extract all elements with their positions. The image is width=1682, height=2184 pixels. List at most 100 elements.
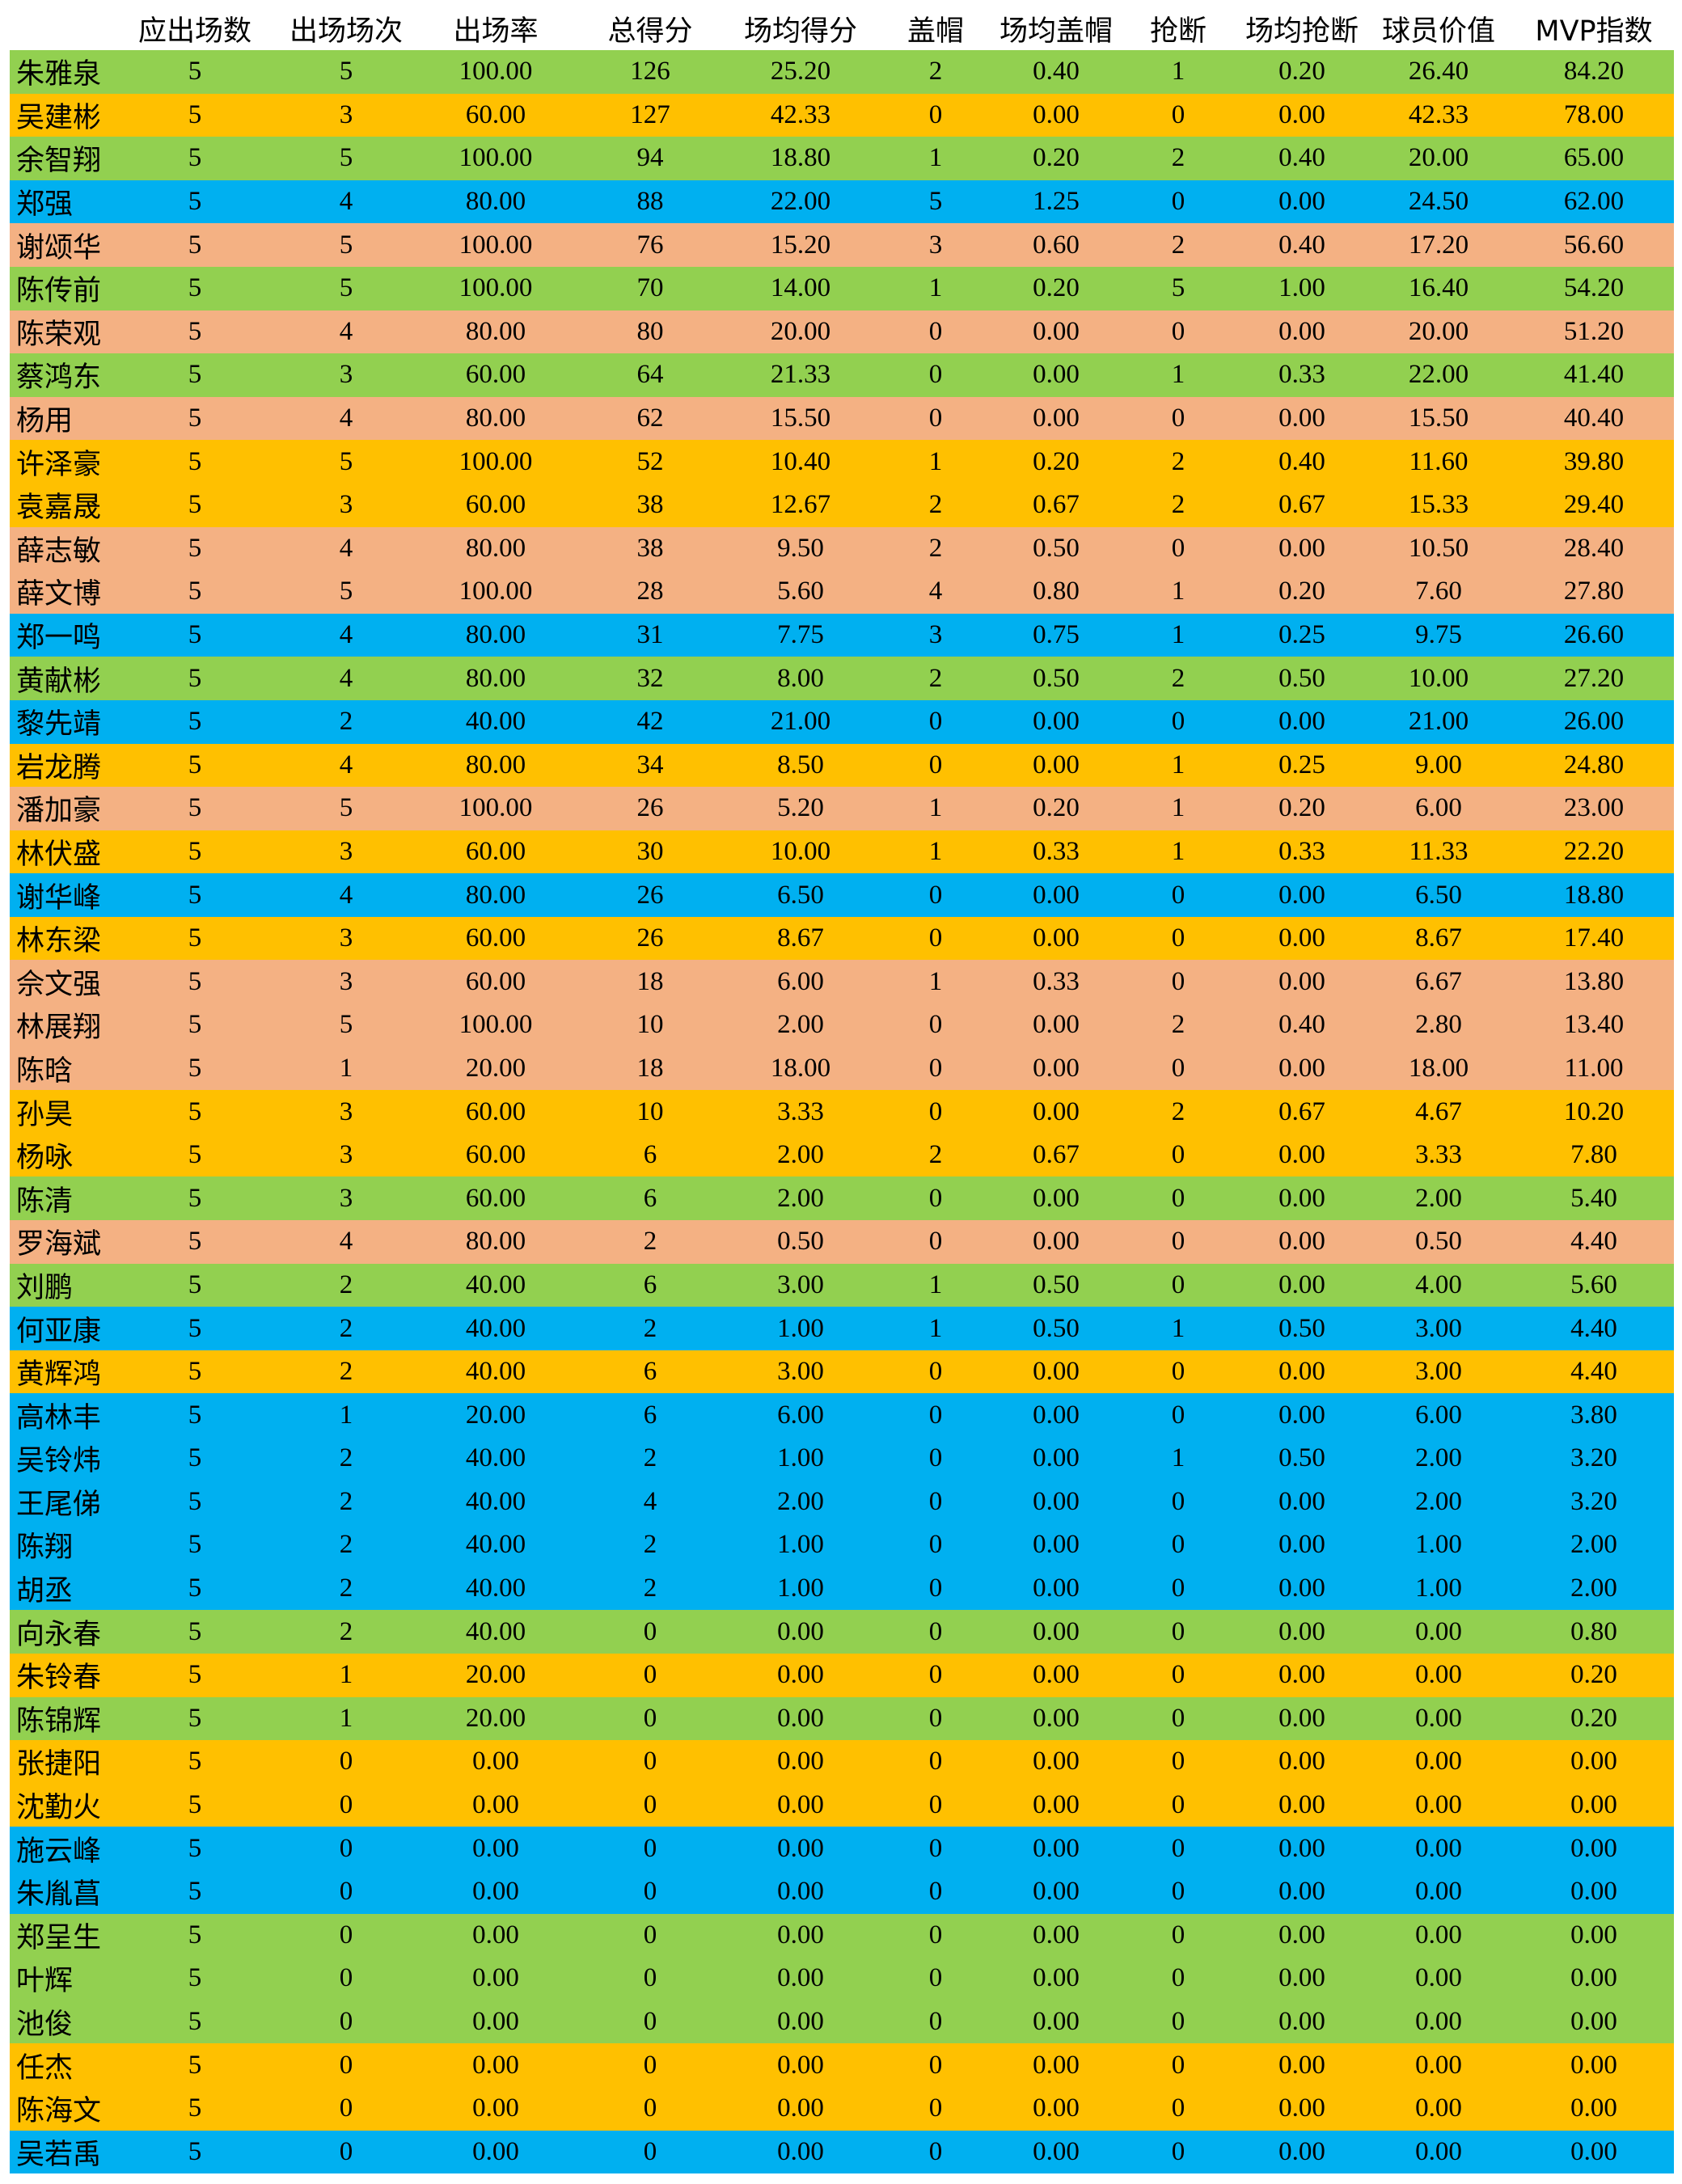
points-per-game-cell[interactable]: 15.50 (770, 403, 831, 433)
player-value-cell[interactable]: 2.00 (1415, 1486, 1462, 1516)
total-points-cell[interactable]: 30 (636, 836, 664, 866)
points-per-game-cell[interactable]: 5.60 (777, 577, 824, 606)
steals-cell[interactable]: 1 (1171, 57, 1185, 87)
steals-cell[interactable]: 0 (1171, 2136, 1185, 2166)
points-per-game-cell[interactable]: 5.20 (777, 793, 824, 823)
player-value-cell[interactable]: 24.50 (1408, 187, 1469, 217)
player-name-cell[interactable]: 吴铃炜 (16, 1445, 102, 1478)
player-value-cell[interactable]: 15.33 (1408, 490, 1469, 520)
player-value-cell[interactable]: 0.00 (1415, 1877, 1462, 1907)
blocks-per-game-cell[interactable]: 0.00 (1033, 99, 1080, 129)
points-per-game-cell[interactable]: 3.33 (777, 1096, 824, 1126)
blocks-cell[interactable]: 0 (928, 1790, 943, 1820)
steals-per-game-cell[interactable]: 0.40 (1278, 446, 1325, 476)
blocks-per-game-cell[interactable]: 0.00 (1033, 1703, 1080, 1733)
games-played-cell[interactable]: 5 (339, 793, 353, 823)
blocks-per-game-cell[interactable]: 0.00 (1033, 2093, 1080, 2123)
points-per-game-cell[interactable]: 8.67 (777, 923, 824, 953)
steals-per-game-cell[interactable]: 0.00 (1278, 2050, 1325, 2080)
mvp-index-cell[interactable]: 62.00 (1563, 187, 1625, 217)
games-played-cell[interactable]: 0 (339, 2050, 353, 2080)
blocks-cell[interactable]: 2 (928, 57, 943, 87)
mvp-index-cell[interactable]: 10.20 (1563, 1096, 1625, 1126)
scheduled-games-cell[interactable]: 5 (188, 1660, 202, 1690)
attendance-rate-cell[interactable]: 0.00 (472, 1963, 519, 1993)
mvp-index-cell[interactable]: 17.40 (1563, 923, 1625, 953)
blocks-cell[interactable]: 1 (928, 143, 943, 173)
player-value-cell[interactable]: 20.00 (1408, 316, 1469, 346)
blocks-cell[interactable]: 2 (928, 533, 943, 563)
total-points-cell[interactable]: 6 (643, 1183, 657, 1213)
player-name-cell[interactable]: 岩龙腾 (16, 751, 102, 784)
steals-per-game-cell[interactable]: 0.50 (1278, 1313, 1325, 1343)
total-points-cell[interactable]: 88 (636, 187, 664, 217)
player-name-cell[interactable]: 杨咏 (16, 1142, 74, 1175)
scheduled-games-cell[interactable]: 5 (188, 1790, 202, 1820)
steals-per-game-cell[interactable]: 0.00 (1278, 1660, 1325, 1690)
player-name-cell[interactable]: 吴若禹 (16, 2138, 102, 2171)
attendance-rate-cell[interactable]: 80.00 (465, 403, 526, 433)
player-value-cell[interactable]: 0.00 (1415, 1616, 1462, 1646)
player-name-cell[interactable]: 黄献彬 (16, 665, 102, 698)
total-points-cell[interactable]: 4 (643, 1486, 657, 1516)
total-points-cell[interactable]: 6 (643, 1400, 657, 1430)
games-played-cell[interactable]: 2 (339, 707, 353, 737)
player-value-cell[interactable]: 7.60 (1415, 577, 1462, 606)
steals-per-game-cell[interactable]: 0.33 (1278, 836, 1325, 866)
steals-cell[interactable]: 5 (1171, 273, 1185, 303)
steals-cell[interactable]: 2 (1171, 490, 1185, 520)
blocks-per-game-cell[interactable]: 0.00 (1033, 2007, 1080, 2037)
total-points-cell[interactable]: 0 (643, 2050, 657, 2080)
scheduled-games-cell[interactable]: 5 (188, 2136, 202, 2166)
blocks-cell[interactable]: 0 (928, 1486, 943, 1516)
blocks-per-game-cell[interactable]: 1.25 (1033, 187, 1080, 217)
player-name-cell[interactable]: 郑强 (16, 188, 74, 222)
blocks-cell[interactable]: 0 (928, 1920, 943, 1950)
mvp-index-cell[interactable]: 4.40 (1570, 1227, 1617, 1257)
steals-per-game-cell[interactable]: 0.67 (1278, 490, 1325, 520)
points-per-game-cell[interactable]: 7.75 (777, 620, 824, 650)
blocks-cell[interactable]: 1 (928, 836, 943, 866)
blocks-per-game-cell[interactable]: 0.00 (1033, 2136, 1080, 2166)
player-value-cell[interactable]: 1.00 (1415, 1530, 1462, 1560)
points-per-game-cell[interactable]: 21.00 (770, 707, 831, 737)
steals-per-game-cell[interactable]: 0.00 (1278, 2136, 1325, 2166)
scheduled-games-cell[interactable]: 5 (188, 1574, 202, 1603)
games-played-cell[interactable]: 3 (339, 966, 353, 996)
steals-per-game-cell[interactable]: 0.25 (1278, 620, 1325, 650)
steals-per-game-cell[interactable]: 0.00 (1278, 1530, 1325, 1560)
total-points-cell[interactable]: 70 (636, 273, 664, 303)
player-value-cell[interactable]: 4.67 (1415, 1096, 1462, 1126)
player-value-cell[interactable]: 9.75 (1415, 620, 1462, 650)
points-per-game-cell[interactable]: 3.00 (777, 1357, 824, 1387)
total-points-cell[interactable]: 28 (636, 577, 664, 606)
scheduled-games-cell[interactable]: 5 (188, 533, 202, 563)
blocks-per-game-cell[interactable]: 0.00 (1033, 1747, 1080, 1776)
mvp-index-cell[interactable]: 78.00 (1563, 99, 1625, 129)
total-points-cell[interactable]: 127 (630, 99, 670, 129)
games-played-cell[interactable]: 0 (339, 2093, 353, 2123)
games-played-cell[interactable]: 3 (339, 923, 353, 953)
steals-cell[interactable]: 1 (1171, 1313, 1185, 1343)
mvp-index-cell[interactable]: 0.00 (1570, 1920, 1617, 1950)
attendance-rate-cell[interactable]: 40.00 (465, 1574, 526, 1603)
player-value-cell[interactable]: 3.00 (1415, 1313, 1462, 1343)
blocks-per-game-cell[interactable]: 0.20 (1033, 143, 1080, 173)
blocks-cell[interactable]: 0 (928, 923, 943, 953)
blocks-cell[interactable]: 0 (928, 1010, 943, 1040)
steals-per-game-cell[interactable]: 0.50 (1278, 1443, 1325, 1473)
header-name-column[interactable] (10, 6, 115, 50)
scheduled-games-cell[interactable]: 5 (188, 1747, 202, 1776)
total-points-cell[interactable]: 38 (636, 490, 664, 520)
player-name-cell[interactable]: 薛志敏 (16, 534, 102, 568)
blocks-per-game-cell[interactable]: 0.00 (1033, 1227, 1080, 1257)
steals-cell[interactable]: 0 (1171, 1703, 1185, 1733)
games-played-cell[interactable]: 4 (339, 750, 353, 779)
blocks-per-game-cell[interactable]: 0.50 (1033, 533, 1080, 563)
points-per-game-cell[interactable]: 0.00 (777, 2136, 824, 2166)
blocks-cell[interactable]: 0 (928, 316, 943, 346)
attendance-rate-cell[interactable]: 80.00 (465, 533, 526, 563)
points-per-game-cell[interactable]: 1.00 (777, 1530, 824, 1560)
blocks-cell[interactable]: 0 (928, 1357, 943, 1387)
steals-cell[interactable]: 0 (1171, 187, 1185, 217)
